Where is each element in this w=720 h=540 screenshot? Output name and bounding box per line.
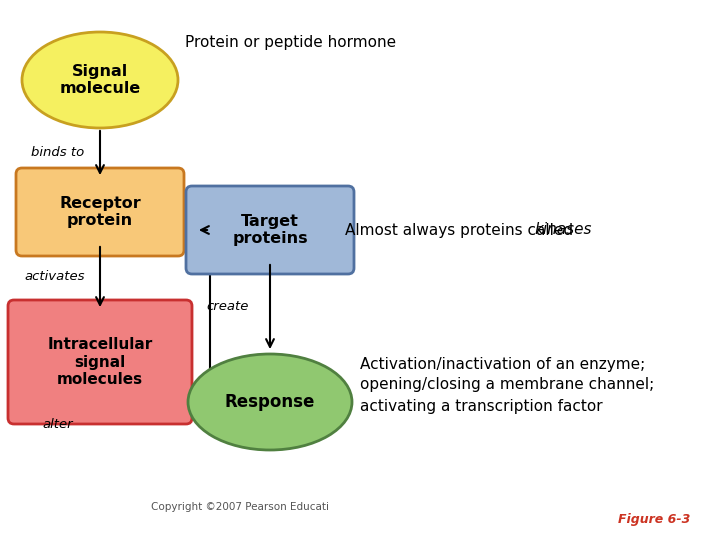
Text: activates: activates (24, 269, 85, 282)
Ellipse shape (22, 32, 178, 128)
Text: Activation/inactivation of an enzyme;
opening/closing a membrane channel;
activa: Activation/inactivation of an enzyme; op… (360, 356, 654, 414)
Text: Target
proteins: Target proteins (232, 214, 308, 246)
Text: Response: Response (225, 393, 315, 411)
Text: alter: alter (42, 418, 73, 431)
Text: Signal
molecule: Signal molecule (59, 64, 140, 96)
Text: kinases: kinases (534, 222, 592, 238)
FancyBboxPatch shape (8, 300, 192, 424)
Text: binds to: binds to (32, 145, 85, 159)
Text: Almost always proteins called: Almost always proteins called (345, 222, 578, 238)
Text: Receptor
protein: Receptor protein (59, 196, 141, 228)
FancyBboxPatch shape (186, 186, 354, 274)
Text: Protein or peptide hormone: Protein or peptide hormone (185, 35, 396, 50)
Text: Intracellular
signal
molecules: Intracellular signal molecules (48, 337, 153, 387)
Ellipse shape (188, 354, 352, 450)
FancyBboxPatch shape (16, 168, 184, 256)
Text: Figure 6-3: Figure 6-3 (618, 513, 690, 526)
Text: create: create (207, 300, 249, 313)
Text: Copyright ©2007 Pearson Educati: Copyright ©2007 Pearson Educati (151, 502, 329, 512)
